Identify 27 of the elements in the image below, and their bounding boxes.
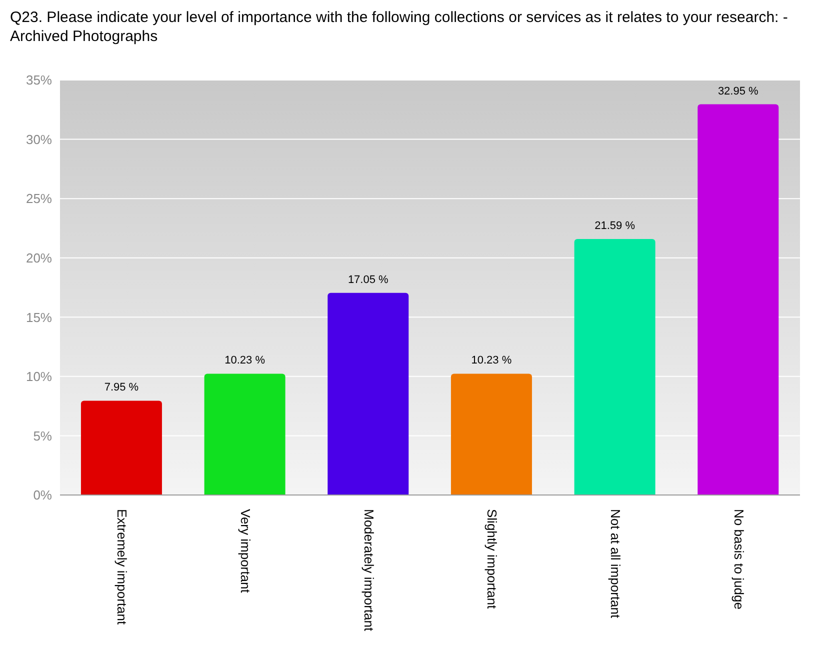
data-label: 10.23 % [471,354,512,367]
bar [204,374,286,495]
x-tick-label: Very important [238,509,253,594]
data-label: 32.95 % [718,85,759,98]
x-tick-label: Not at all important [608,509,623,618]
y-tick-label: 5% [33,428,52,444]
y-tick-label: 35% [26,72,52,88]
data-label: 21.59 % [594,220,636,232]
bar [450,374,532,495]
y-tick-label: 0% [33,488,52,503]
bar [328,292,409,495]
bar [574,239,656,495]
y-tick-label: 15% [26,310,52,325]
chart-title: Q23. Please indicate your level of importance with the following collections or services as it relates to your research: - Archived Photographs [9,8,789,47]
data-label: 10.23 % [224,354,266,367]
x-tick-label: No basis to judge [731,509,746,610]
x-tick-label: Moderately important [361,509,376,632]
y-tick-label: 10% [26,369,52,384]
data-label: 17.05 % [348,274,389,286]
data-label: 7.95 % [104,382,139,394]
y-tick-label: 30% [26,132,52,147]
y-tick-label: 25% [26,191,52,206]
bar [80,400,162,495]
y-tick-label: 20% [26,250,52,266]
x-tick-label: Slightly important [484,509,500,610]
x-tick-label: Extremely important [114,509,130,625]
bar [698,104,779,495]
